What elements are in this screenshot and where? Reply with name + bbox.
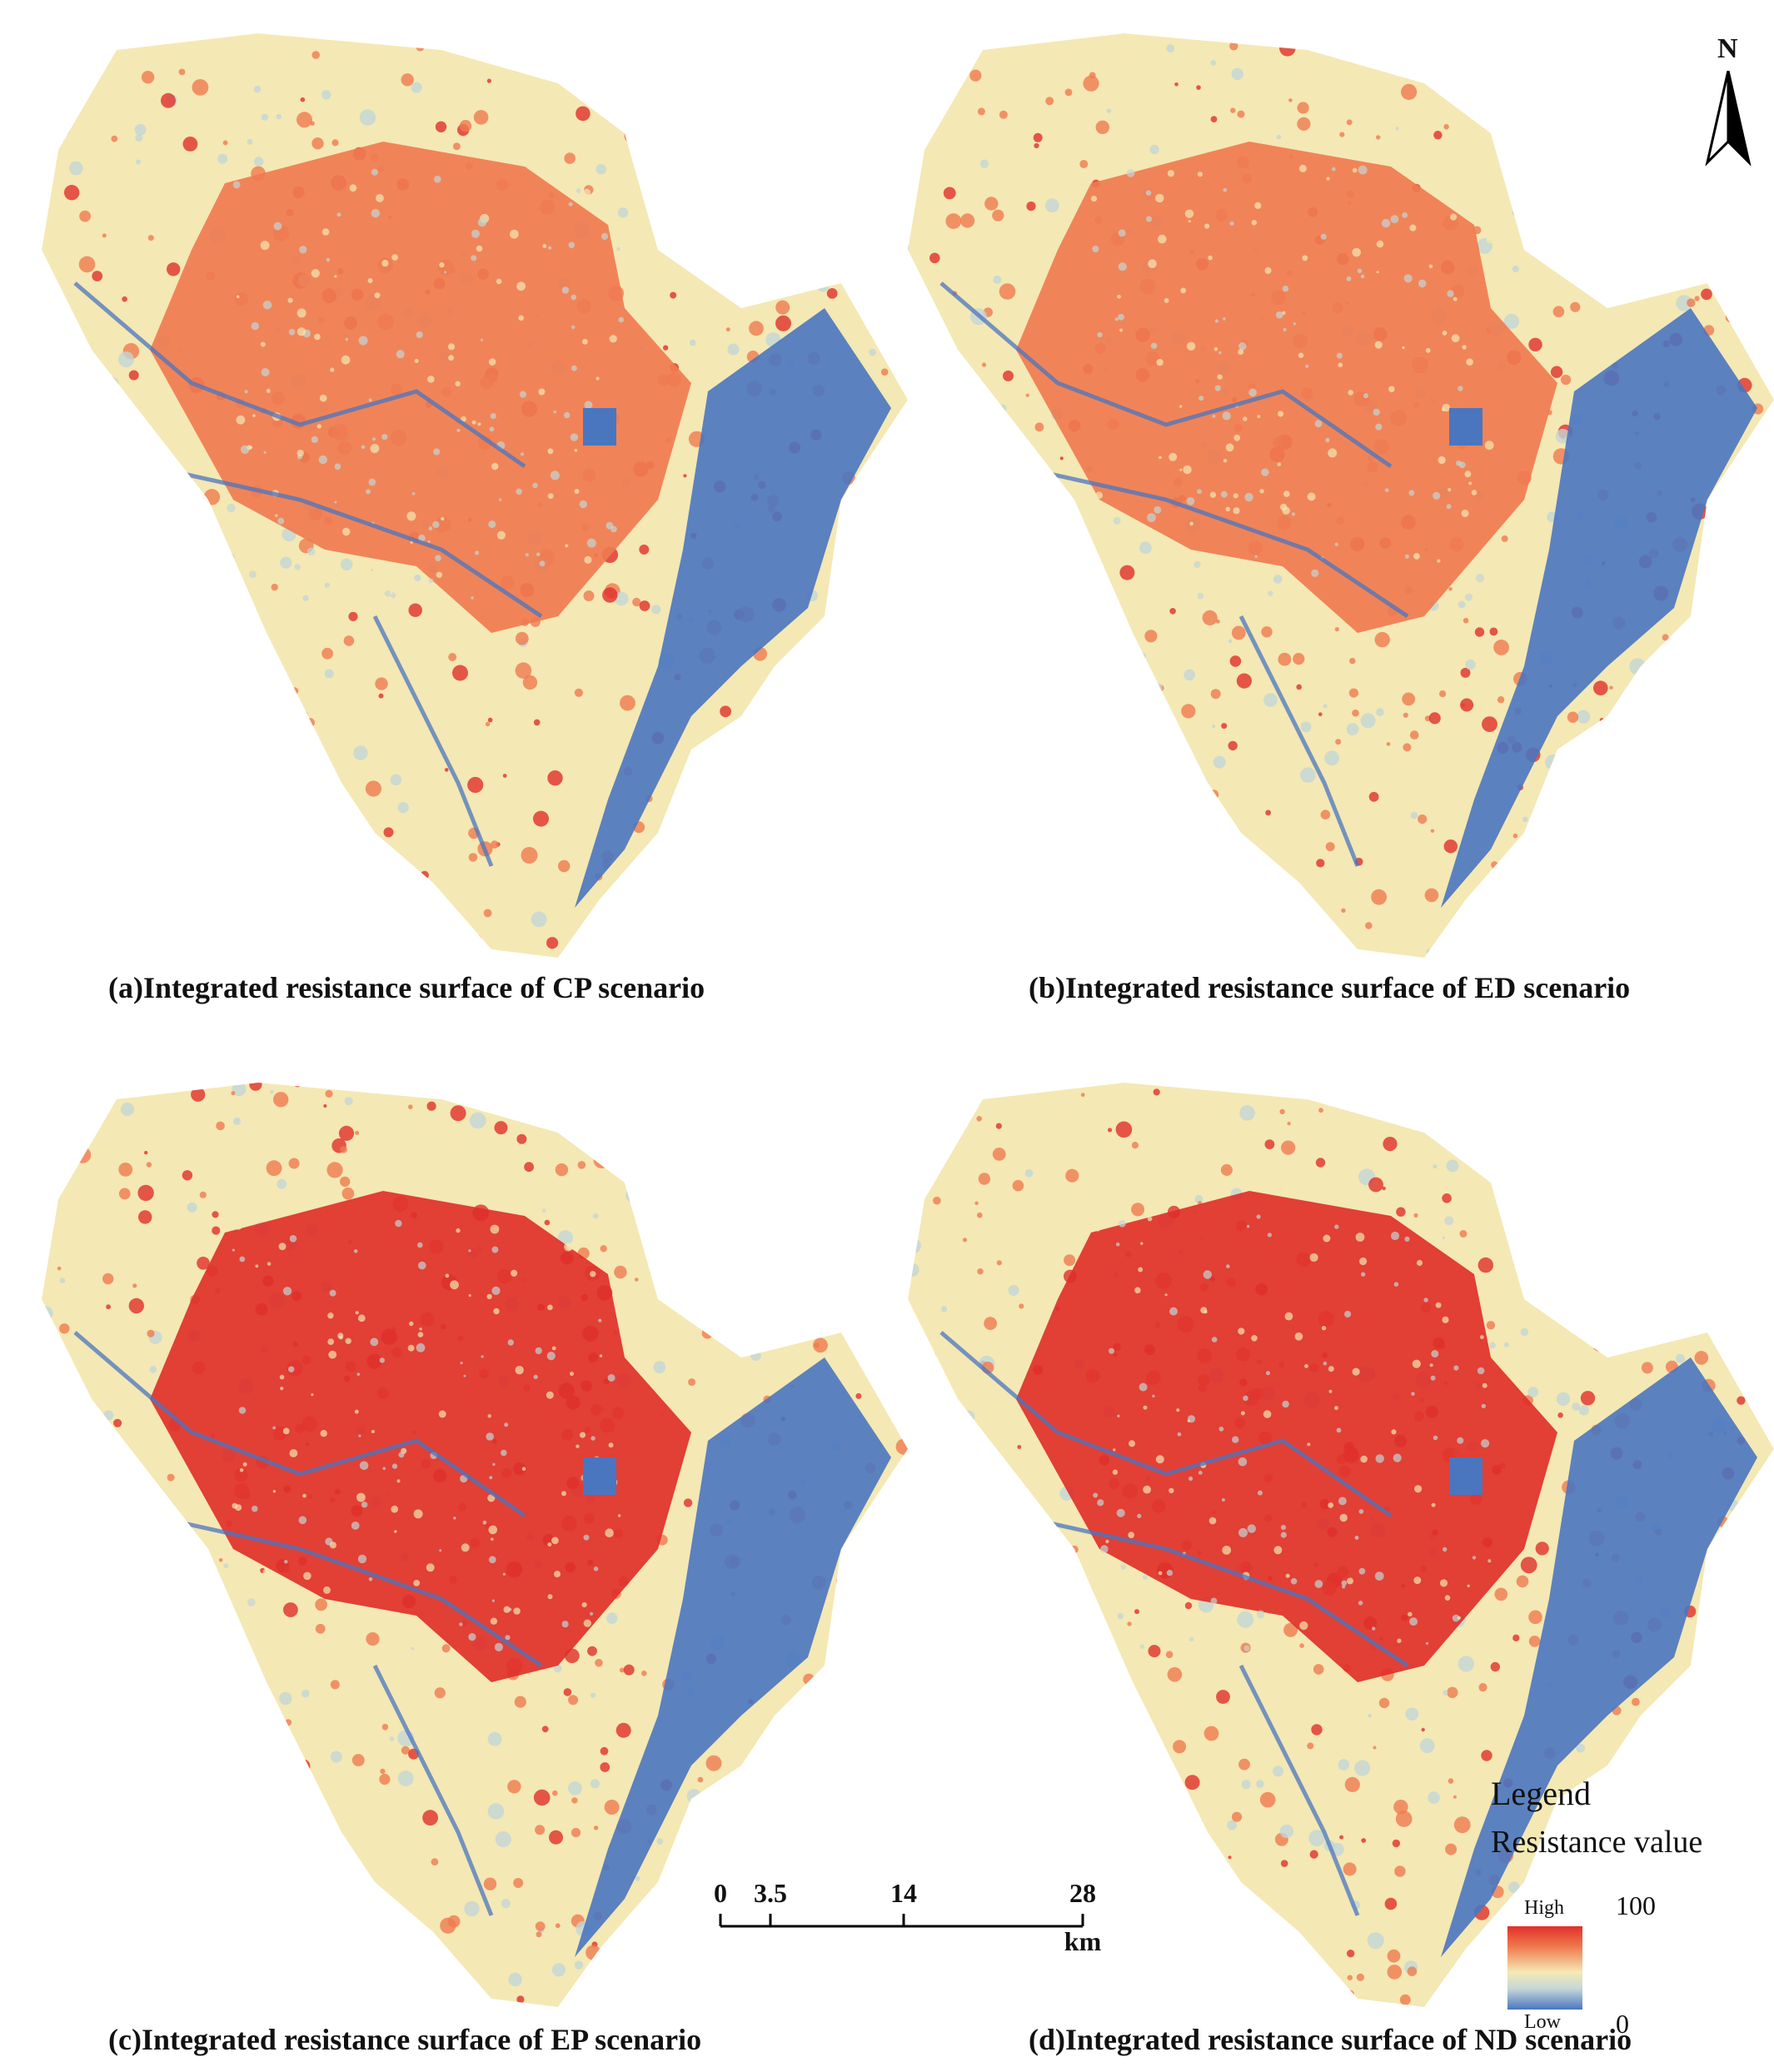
legend: Legend Resistance value High 100 Low 0 — [1491, 1774, 1766, 2039]
scale-tick-3-5: 3.5 — [754, 1878, 787, 1908]
lake-block — [583, 408, 616, 446]
low-resistance-zone — [1441, 1357, 1757, 1957]
scale-bar: 0 3.5 14 28 km — [708, 1878, 1108, 1956]
high-resistance-urban-core — [150, 142, 691, 633]
scale-unit: km — [1064, 1926, 1102, 1956]
high-resistance-urban-core — [1016, 1191, 1557, 1682]
river-line — [372, 1664, 494, 1916]
river-line — [149, 464, 543, 619]
north-arrow-icon — [1705, 71, 1752, 167]
river-line — [149, 1513, 543, 1668]
map-panel-c — [25, 1083, 908, 2015]
scale-bar-line — [719, 1914, 1084, 1928]
legend-low-label: Low — [1524, 2011, 1561, 2033]
lake-block — [1449, 1457, 1482, 1495]
map-panel-b — [891, 33, 1774, 966]
legend-max-value: 100 — [1616, 1890, 1656, 1920]
north-label: N — [1717, 33, 1738, 64]
river-line — [939, 1331, 1393, 1518]
north-arrow: N — [1699, 33, 1757, 167]
resistance-map-b — [908, 33, 1774, 958]
river-line — [372, 615, 494, 867]
river-line — [1238, 1664, 1360, 1916]
legend-color-ramp — [1507, 1926, 1582, 2010]
legend-min-value: 0 — [1616, 2009, 1629, 2039]
resistance-map-d — [908, 1083, 1774, 2007]
caption-d: (d)Integrated resistance surface of ND s… — [1029, 2023, 1632, 2056]
legend-title: Legend — [1491, 1775, 1591, 1812]
lake-block — [1449, 408, 1482, 446]
river-line — [1015, 464, 1409, 619]
scale-tick-14: 14 — [890, 1878, 917, 1908]
river-line — [1015, 1513, 1409, 1668]
low-resistance-zone — [1441, 308, 1757, 908]
map-panel-d — [891, 1083, 1774, 2015]
map-panel-a — [25, 33, 908, 966]
legend-high-label: High — [1524, 1897, 1564, 1919]
lake-block — [583, 1457, 616, 1495]
river-line — [939, 281, 1393, 469]
resistance-map-a — [42, 33, 908, 958]
scale-tick-0: 0 — [714, 1878, 727, 1908]
high-resistance-urban-core — [150, 1191, 691, 1682]
legend-subtitle: Resistance value — [1491, 1825, 1703, 1860]
river-line — [1238, 615, 1360, 867]
resistance-map-c — [42, 1083, 908, 2007]
caption-b: (b)Integrated resistance surface of ED s… — [1029, 971, 1631, 1004]
caption-c: (c)Integrated resistance surface of EP s… — [108, 2023, 702, 2056]
river-line — [73, 1331, 526, 1518]
caption-a: (a)Integrated resistance surface of CP s… — [108, 971, 705, 1004]
scale-tick-28: 28 — [1069, 1878, 1096, 1908]
river-line — [73, 281, 526, 469]
low-resistance-zone — [575, 308, 891, 908]
low-resistance-zone — [575, 1357, 891, 1957]
